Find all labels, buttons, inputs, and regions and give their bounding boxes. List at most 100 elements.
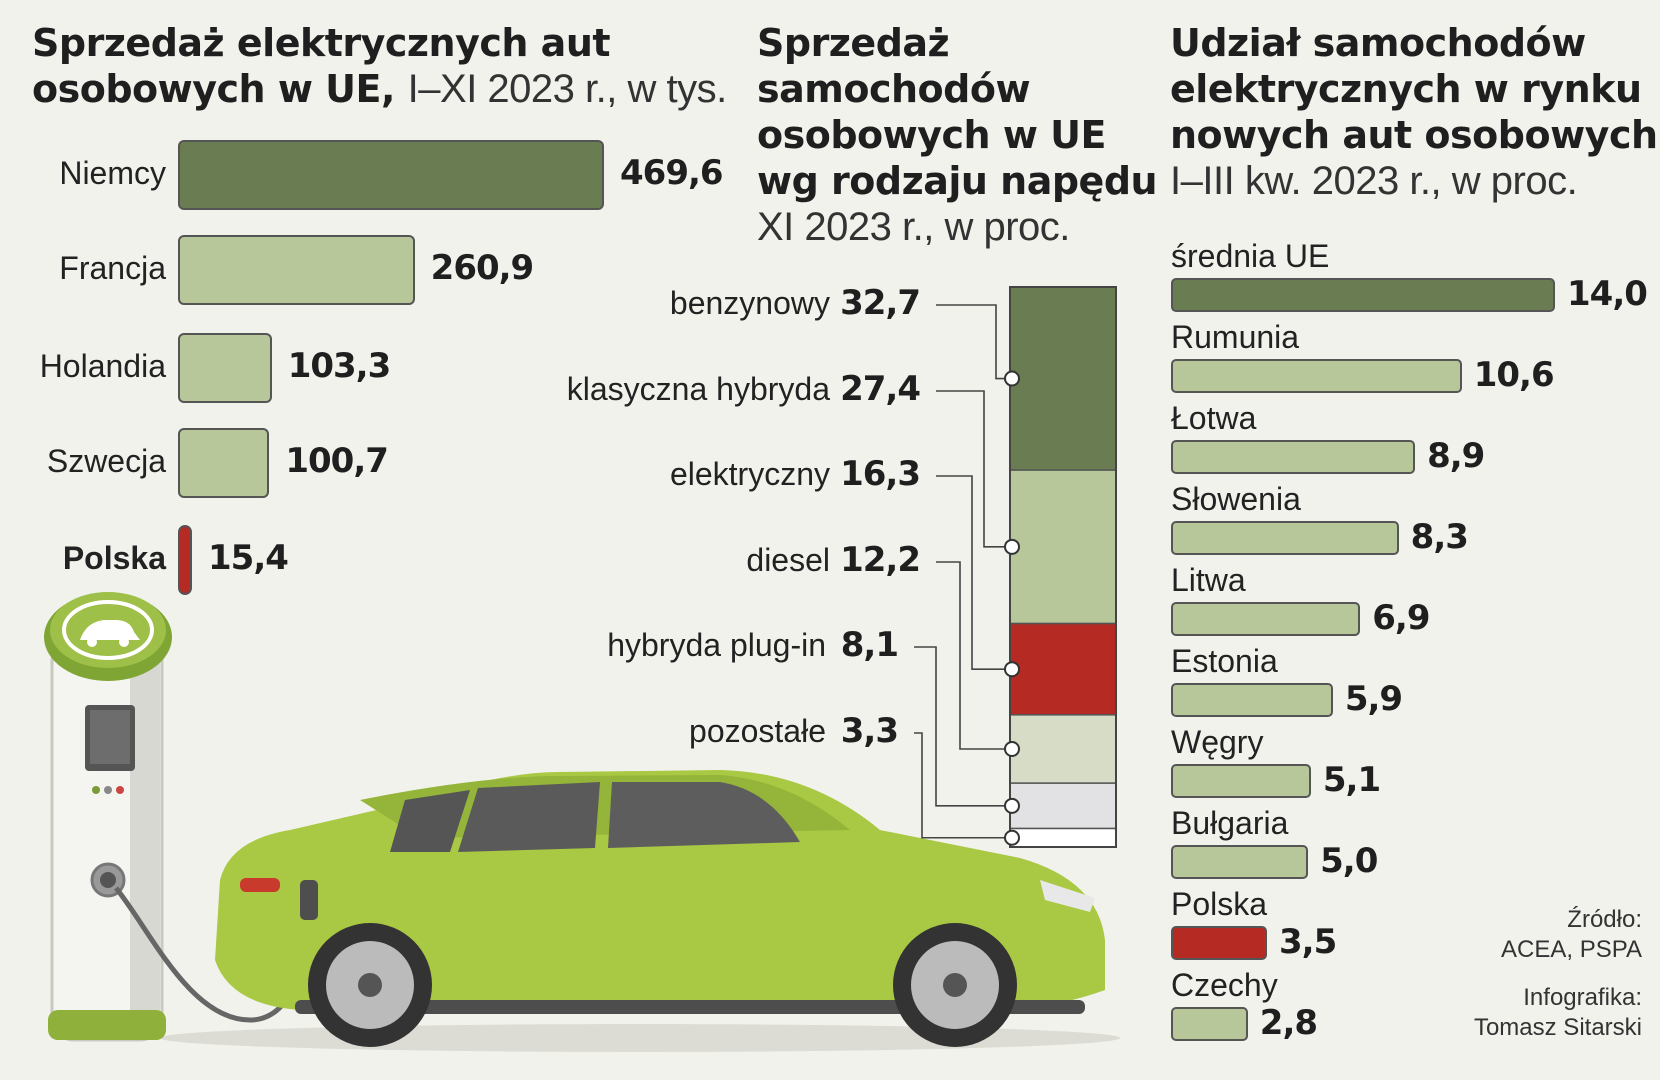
chart3-bar: [1171, 602, 1361, 636]
source-note: Źródło: ACEA, PSPA Infografika: Tomasz S…: [1474, 905, 1642, 1043]
chart2-value-label: 32,7: [840, 283, 921, 323]
chart2-leader-dot: [1004, 741, 1020, 757]
chart2-category-label: benzynowy: [669, 285, 830, 321]
chart1-value-label: 15,4: [208, 538, 289, 578]
chart1-category-label: Niemcy: [59, 155, 166, 191]
chart2-leader-dot: [1004, 370, 1020, 387]
chart1-value-label: 469,6: [620, 153, 724, 193]
chart3-value-label: 5,1: [1322, 760, 1381, 800]
chart3-value-label: 3,5: [1279, 922, 1337, 962]
chart3-value-label: 6,9: [1372, 598, 1430, 638]
credit-label: Infografika:: [1523, 984, 1642, 1011]
chart3-bar: [1171, 926, 1267, 960]
chart2-category-label: hybryda plug-in: [607, 627, 826, 663]
electric-car-icon: [215, 770, 1105, 1047]
chart3-bar: [1171, 359, 1462, 393]
chart3-category-label: Bułgaria: [1171, 805, 1289, 841]
chart2-value-label: 27,4: [840, 369, 921, 409]
chart2-segment: [1009, 714, 1117, 784]
chart2-leader-dot: [1004, 538, 1020, 555]
chart1-title-line2: osobowych w UE, I–XI 2023 r., w tys.: [32, 66, 727, 112]
chart2-value-label: 8,1: [840, 625, 899, 665]
chart2-subtitle: XI 2023 r., w proc.: [757, 205, 1070, 249]
chart3-bar: [1171, 845, 1309, 879]
source-text: ACEA, PSPA: [1501, 936, 1642, 963]
chart2-leader-line: [936, 390, 1012, 548]
chart2-leader-line: [936, 561, 1012, 750]
chart2-leader-line: [914, 646, 1012, 807]
chart3-value-label: 14,0: [1567, 274, 1648, 314]
chart1-bar: [178, 140, 604, 210]
chart3-category-label: Słowenia: [1171, 481, 1301, 517]
chart2-title: Sprzedaż samochodów osobowych w UE wg ro…: [757, 20, 1158, 250]
chart3-subtitle: I–III kw. 2023 r., w proc.: [1170, 159, 1578, 203]
chart3-bar: [1171, 1007, 1248, 1041]
charging-station-icon: [44, 592, 172, 1042]
chart2-value-label: 16,3: [840, 454, 921, 494]
chart3-category-label: Łotwa: [1171, 400, 1257, 436]
chart2-leader-dot: [1004, 797, 1020, 814]
chart3-value-label: 2,8: [1259, 1003, 1318, 1043]
chart3-title-line: nowych aut osobowych: [1170, 113, 1658, 157]
chart2-segment: [1009, 782, 1117, 830]
chart2-title-line: wg rodzaju napędu: [757, 159, 1158, 203]
chart2-segment: [1009, 622, 1117, 716]
chart2-title-line: osobowych w UE: [757, 113, 1106, 157]
chart1-bar: [178, 235, 415, 305]
chart1-bar: [178, 525, 192, 595]
credit-name: Tomasz Sitarski: [1473, 1014, 1642, 1041]
chart3-bar: [1171, 683, 1333, 717]
chart1-title-line2-bold: osobowych w UE,: [32, 67, 395, 111]
chart3-bar: [1171, 521, 1399, 555]
chart3-category-label: Polska: [1171, 886, 1268, 922]
chart3-category-label: Czechy: [1171, 967, 1278, 1003]
chart3-category-label: Litwa: [1171, 562, 1246, 598]
chart1-category-label: Holandia: [39, 348, 166, 384]
chart2-leader-dot: [1004, 661, 1020, 678]
chart2-segment: [1009, 469, 1117, 625]
chart2-leader-line: [914, 732, 1012, 839]
chart2-category-label: diesel: [746, 542, 830, 578]
chart3-title-line: elektrycznych w rynku: [1170, 67, 1642, 111]
chart2-category-label: klasyczna hybryda: [566, 371, 830, 407]
chart2-leader-line: [936, 475, 1012, 670]
chart3-value-label: 10,6: [1473, 355, 1555, 395]
chart2-title-line: samochodów: [757, 67, 1031, 111]
chart1-value-label: 260,9: [430, 248, 535, 288]
chart1-value-label: 103,3: [287, 346, 392, 386]
chart3-category-label: Węgry: [1171, 724, 1264, 760]
chart3-bar: [1171, 764, 1311, 798]
chart3-value-label: 5,0: [1320, 841, 1378, 881]
chart2-segment: [1009, 827, 1117, 848]
chart2-category-label: elektryczny: [669, 456, 830, 492]
source-label: Źródło:: [1567, 906, 1642, 933]
chart3-title: Udział samochodów elektrycznych w rynku …: [1170, 20, 1658, 204]
chart3-value-label: 8,9: [1427, 436, 1485, 476]
chart1-title: Sprzedaż elektrycznych aut osobowych w U…: [32, 20, 727, 112]
chart3-value-label: 5,9: [1344, 679, 1403, 719]
chart1-value-label: 100,7: [285, 441, 389, 481]
chart3-category-label: średnia UE: [1171, 238, 1330, 274]
chart2-bar-frame: [1009, 286, 1117, 848]
chart1-subtitle: I–XI 2023 r., w tys.: [407, 67, 728, 111]
chart2-value-label: 12,2: [840, 540, 921, 580]
chart3-value-label: 8,3: [1410, 517, 1469, 557]
chart3-bar: [1171, 440, 1416, 474]
chart3-category-label: Rumunia: [1171, 319, 1300, 355]
chart3-title-line: Udział samochodów: [1170, 21, 1586, 65]
chart2-category-label: pozostałe: [689, 713, 826, 749]
chart2-value-label: 3,3: [840, 711, 899, 751]
chart1-category-label: Francja: [59, 250, 166, 286]
chart2-leader-line: [936, 304, 1012, 380]
chart1-category-label: Polska: [62, 540, 166, 576]
chart2-title-line: Sprzedaż: [757, 21, 950, 65]
chart1-title-line1: Sprzedaż elektrycznych aut: [32, 21, 611, 65]
chart1-bar: [178, 428, 270, 498]
chart1-bar: [178, 333, 272, 403]
chart2-leader-dot: [1004, 829, 1020, 846]
chart3-category-label: Estonia: [1171, 643, 1278, 679]
chart3-bar: [1171, 278, 1555, 312]
chart2-segment: [1009, 286, 1117, 471]
